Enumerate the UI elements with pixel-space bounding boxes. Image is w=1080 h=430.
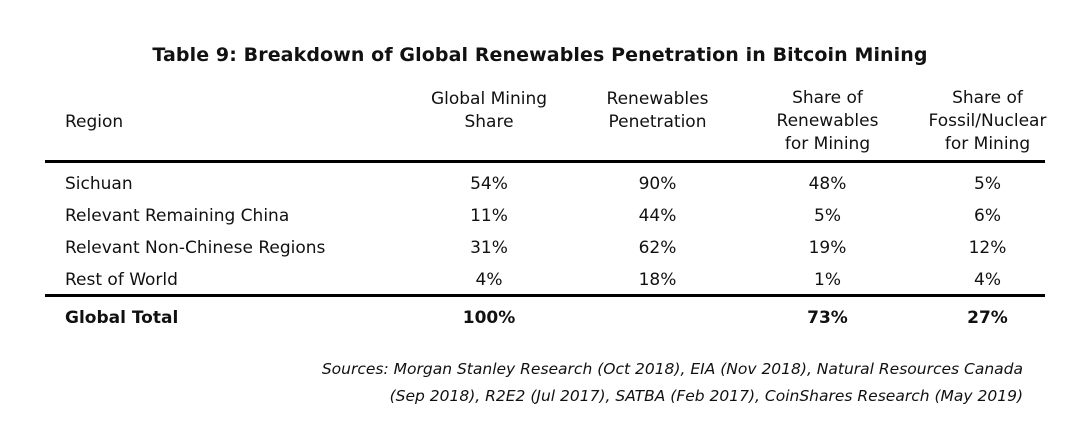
cell-share-renewables: 1% — [814, 270, 841, 290]
cell-global-mining-share: 4% — [475, 270, 503, 290]
header-share-renewables: Share of Renewables for Mining — [745, 87, 910, 156]
cell-global-mining-share: 11% — [470, 206, 508, 226]
header-region: Region — [65, 111, 123, 134]
cell-share-fossil: 4% — [974, 270, 1001, 290]
cell-renewables-penetration: 44% — [638, 206, 677, 226]
header-share-fossil-nuclear: Share of Fossil/Nuclear for Mining — [905, 87, 1070, 156]
cell-global-mining-share: 54% — [470, 174, 508, 194]
header-line: Global Mining — [430, 89, 548, 109]
cell-global-mining-share: 100% — [462, 308, 516, 328]
header-renewables-penetration: Renewables Penetration — [575, 88, 740, 134]
cell-share-renewables: 5% — [814, 206, 841, 226]
sources-line: Sources: Morgan Stanley Research (Oct 20… — [321, 360, 1023, 378]
header-line: Fossil/Nuclear — [928, 111, 1047, 131]
sources-line: (Sep 2018), R2E2 (Jul 2017), SATBA (Feb … — [389, 387, 1023, 405]
header-line: Renewables — [776, 111, 879, 131]
header-line: Renewables — [606, 89, 709, 109]
cell-share-renewables: 19% — [808, 238, 847, 258]
header-global-mining-share: Global Mining Share — [409, 88, 569, 134]
sources-note: Sources: Morgan Stanley Research (Oct 20… — [223, 356, 1023, 410]
header-divider — [45, 160, 1045, 163]
table-header: Region Global Mining Share Renewables Pe… — [45, 84, 1046, 160]
header-line: Share of — [952, 88, 1023, 108]
header-line: Share — [464, 112, 514, 132]
total-divider — [45, 294, 1045, 297]
total-row: Global Total 100% 73% 27% — [45, 303, 1045, 333]
cell-renewables-penetration: 90% — [638, 174, 677, 194]
cell-share-fossil: 6% — [974, 206, 1001, 226]
cell-renewables-penetration: 62% — [638, 238, 677, 258]
table-row: Sichuan 54% 90% 48% 5% — [45, 169, 1045, 199]
table-row: Relevant Remaining China 11% 44% 5% 6% — [45, 201, 1045, 231]
cell-share-renewables: 48% — [808, 174, 847, 194]
header-line: Share of — [792, 88, 863, 108]
cell-region: Relevant Remaining China — [65, 206, 290, 226]
header-line: Penetration — [608, 112, 707, 132]
cell-share-fossil: 27% — [967, 308, 1008, 328]
cell-region: Global Total — [65, 308, 179, 328]
header-line: for Mining — [784, 134, 871, 154]
cell-region: Rest of World — [65, 270, 178, 290]
cell-region: Sichuan — [65, 174, 133, 194]
table-row: Rest of World 4% 18% 1% 4% — [45, 265, 1045, 295]
cell-global-mining-share: 31% — [470, 238, 508, 258]
header-region-line: Region — [65, 112, 124, 132]
table-title: Table 9: Breakdown of Global Renewables … — [152, 44, 928, 66]
cell-share-fossil: 12% — [968, 238, 1007, 258]
cell-renewables-penetration: 18% — [638, 270, 677, 290]
header-line: for Mining — [944, 134, 1031, 154]
table-row: Relevant Non-Chinese Regions 31% 62% 19%… — [45, 233, 1045, 263]
cell-share-renewables: 73% — [807, 308, 848, 328]
cell-region: Relevant Non-Chinese Regions — [65, 238, 326, 258]
cell-share-fossil: 5% — [974, 174, 1001, 194]
